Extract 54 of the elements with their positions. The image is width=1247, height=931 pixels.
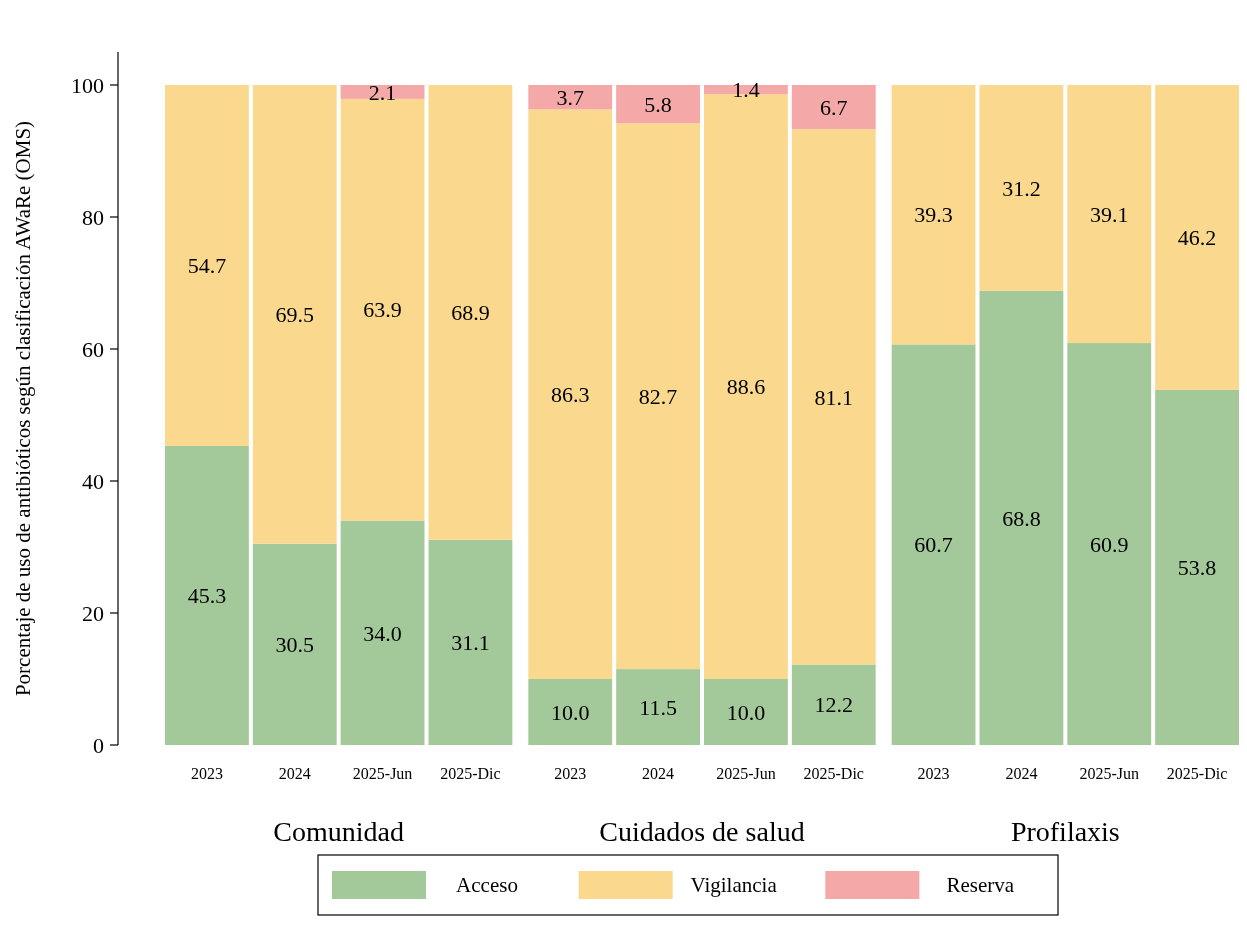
data-label: 53.8 [1177, 555, 1217, 581]
x-tick-label: 2025-Jun [1079, 765, 1140, 782]
data-label: 30.5 [275, 632, 314, 658]
data-label: 10.0 [726, 699, 766, 725]
data-label: 82.7 [638, 383, 678, 409]
data-label: 68.9 [451, 300, 490, 326]
data-label: 11.5 [639, 694, 677, 720]
y-tick-label: 100 [71, 72, 104, 98]
x-tick-label: 2024 [642, 765, 675, 782]
data-label: 60.9 [1090, 531, 1129, 557]
y-tick-label: 0 [93, 732, 104, 758]
data-label: 31.1 [451, 630, 490, 656]
data-label: 5.8 [644, 91, 672, 117]
data-label: 1.4 [732, 77, 760, 103]
data-label: 39.1 [1090, 201, 1129, 227]
legend-label: Acceso [456, 873, 518, 898]
x-tick-label: 2023 [190, 765, 223, 782]
x-tick-label: 2025-Dic [440, 765, 501, 782]
data-label: 60.7 [914, 532, 953, 558]
y-tick-label: 80 [82, 204, 104, 230]
data-label: 2.1 [368, 79, 397, 105]
x-tick-label: 2023 [917, 765, 950, 782]
data-label: 88.6 [726, 374, 766, 400]
text: Cuidados de salud [599, 816, 805, 847]
data-label: 6.7 [820, 94, 848, 120]
data-label: 10.0 [551, 699, 590, 725]
data-label: 45.3 [187, 583, 227, 609]
y-axis-title: Porcentaje de uso de antibióticos según clasificación AWaRe (OMS) [11, 120, 35, 697]
data-label: 54.7 [187, 253, 227, 279]
x-tick-label: 2025-Jun [716, 765, 776, 782]
x-tick-label: 2025-Dic [803, 765, 864, 782]
x-tick-label: 2025-Jun [352, 765, 413, 782]
x-tick-label: 2023 [554, 765, 587, 782]
legend-label: Reserva [946, 873, 1015, 898]
x-tick-label: 2024 [278, 765, 311, 782]
data-label: 46.2 [1177, 225, 1217, 251]
data-label: 69.5 [275, 302, 314, 328]
data-label: 12.2 [814, 692, 853, 718]
text: Profilaxis [1010, 816, 1120, 847]
data-label: 39.3 [914, 202, 953, 228]
text: Comunidad [273, 816, 404, 847]
legend-label: Vigilancia [690, 873, 778, 898]
data-label: 3.7 [556, 84, 584, 110]
x-tick-label: 2024 [1005, 765, 1038, 782]
data-label: 34.0 [363, 620, 402, 646]
x-tick-label: 2025-Dic [1166, 765, 1228, 782]
data-label: 31.2 [1002, 175, 1041, 201]
y-tick-label: 40 [82, 468, 104, 494]
data-label: 86.3 [551, 381, 590, 407]
y-tick-label: 20 [82, 600, 104, 626]
data-label: 63.9 [363, 297, 402, 323]
data-label: 68.8 [1002, 505, 1041, 531]
y-tick-label: 60 [82, 336, 104, 362]
data-label: 81.1 [814, 384, 853, 410]
